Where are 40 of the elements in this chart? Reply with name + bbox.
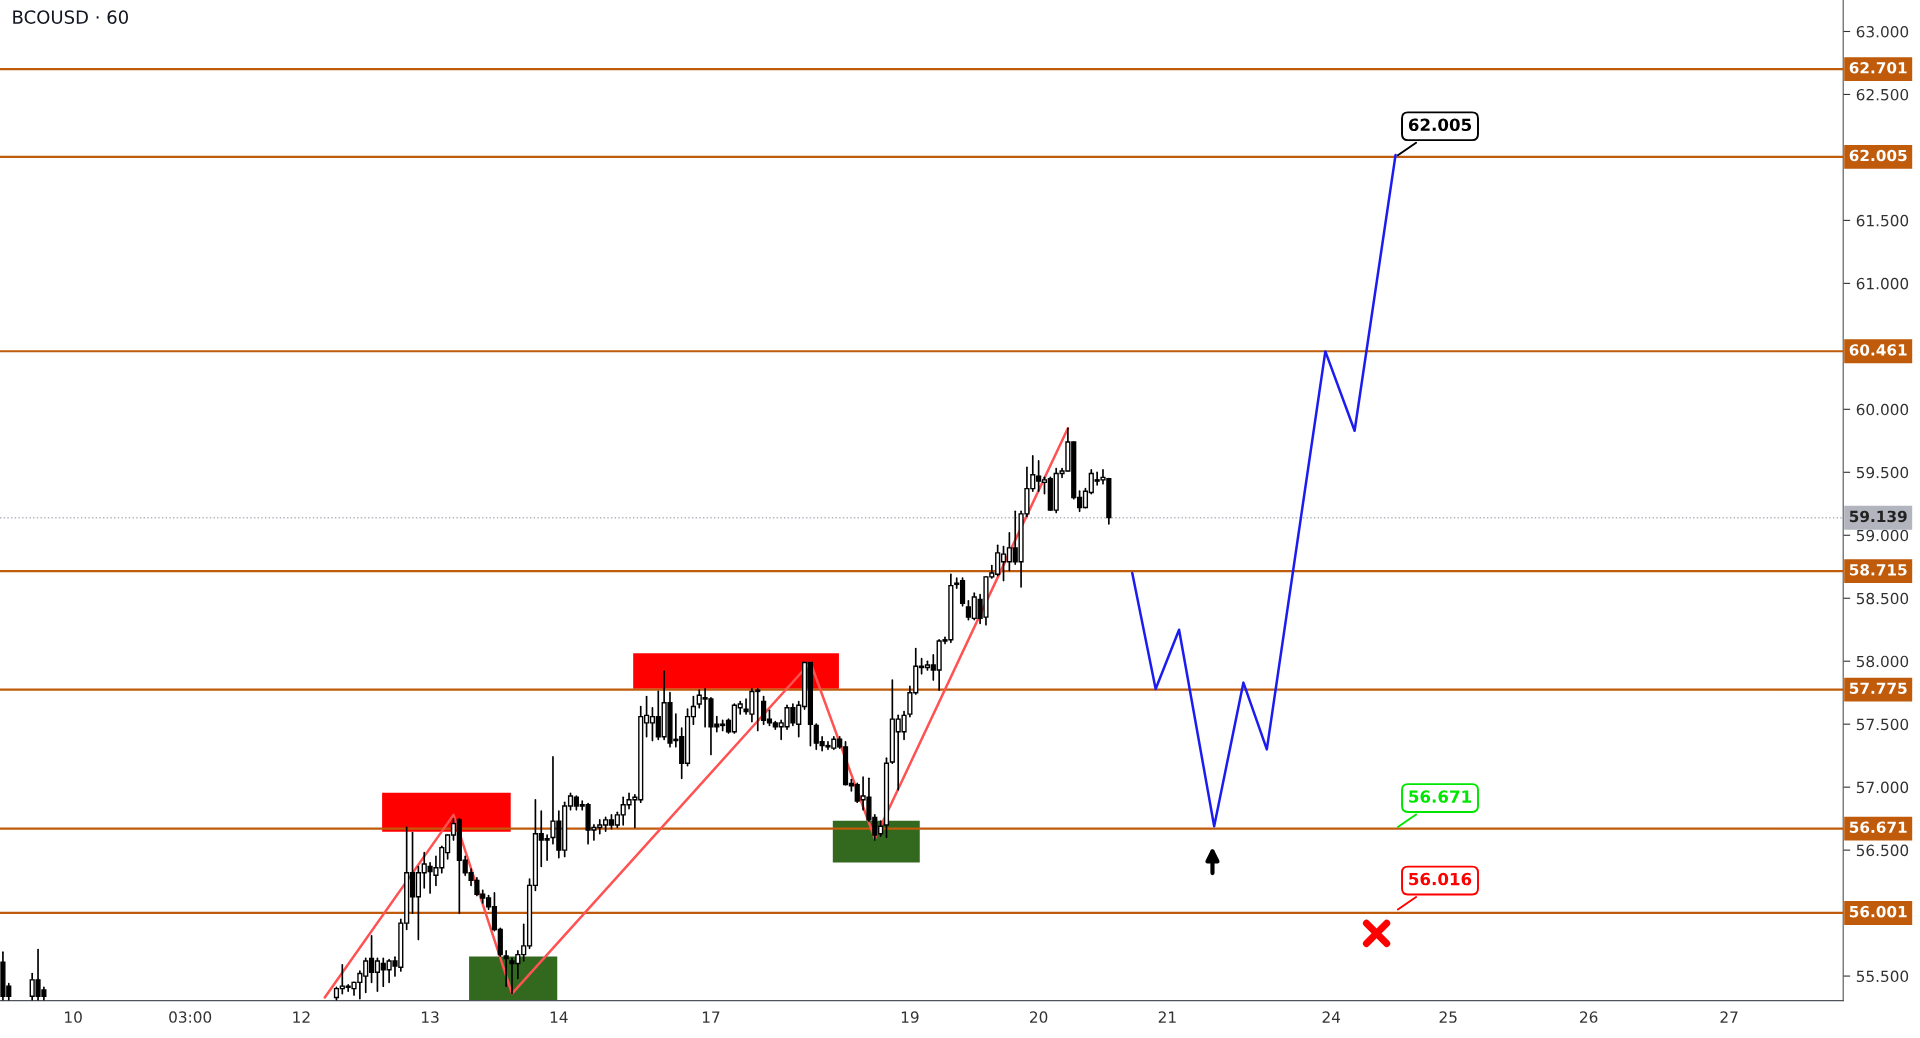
ref-line-label: 58.715: [1849, 564, 1907, 576]
y-tick-label: 61.000: [1856, 277, 1909, 290]
ref-line-label: 56.001: [1849, 905, 1907, 918]
x-tick-label: 12: [293, 1011, 310, 1023]
annotation: 56.016: [1409, 872, 1472, 886]
x-tick-label: 20: [1030, 1011, 1048, 1023]
x-tick-label: 25: [1439, 1011, 1457, 1023]
y-tick-label: 57.000: [1856, 781, 1909, 794]
x-tick-label: 24: [1322, 1011, 1341, 1023]
ref-line-label: 62.701: [1849, 62, 1907, 74]
y-tick-label: 58.500: [1856, 592, 1909, 605]
x-tick-label: 03:00: [169, 1011, 212, 1023]
y-tick-label: 60.000: [1856, 403, 1909, 416]
y-tick-label: 56.500: [1856, 844, 1909, 857]
chart-title: BCOUSD · 60: [13, 10, 128, 24]
y-tick-label: 63.000: [1856, 25, 1909, 38]
x-tick-label: 21: [1158, 1011, 1176, 1023]
y-tick-label: 58.000: [1856, 655, 1909, 668]
ref-line-label: 62.005: [1849, 149, 1907, 162]
y-tick-label: 59.000: [1856, 529, 1909, 542]
x-tick-label: 14: [550, 1011, 568, 1023]
y-tick-label: 55.500: [1856, 970, 1909, 983]
x-tick-label: 10: [65, 1011, 82, 1023]
x-tick-label: 19: [901, 1011, 919, 1023]
ref-line-label: 57.775: [1849, 682, 1907, 694]
annotation: 56.671: [1409, 790, 1472, 803]
ref-line-label: 56.671: [1849, 821, 1907, 834]
annotation: 62.005: [1408, 118, 1471, 132]
y-tick-label: 59.500: [1856, 466, 1909, 479]
y-tick-label: 61.500: [1856, 214, 1909, 227]
line-series: [1131, 153, 1397, 828]
ref-line-label: 60.461: [1849, 344, 1907, 356]
x-tick-label: 13: [422, 1011, 439, 1023]
y-tick-label: 62.500: [1856, 88, 1909, 101]
ref-line-label: 59.139: [1849, 510, 1907, 523]
x-tick-label: 17: [702, 1011, 720, 1023]
x-tick-label: 26: [1580, 1011, 1598, 1023]
x-tick-label: 27: [1720, 1011, 1738, 1023]
candlestick: [503, 950, 509, 987]
y-tick-label: 57.500: [1856, 718, 1909, 731]
